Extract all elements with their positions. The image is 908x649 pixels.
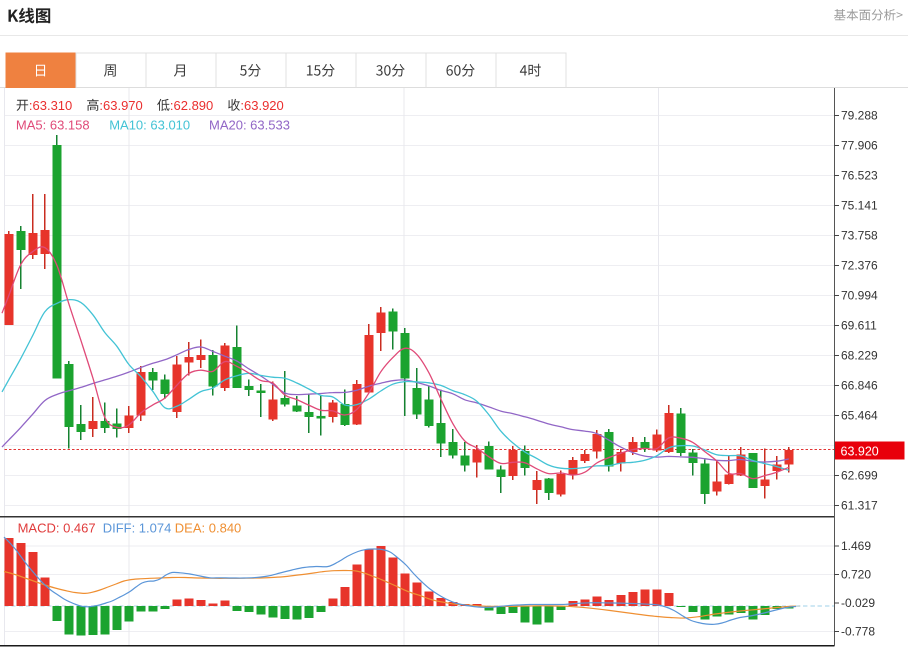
svg-text:73.758: 73.758 <box>841 229 878 243</box>
svg-text:MA10: 63.010: MA10: 63.010 <box>109 117 190 132</box>
svg-text:76.523: 76.523 <box>841 169 878 183</box>
svg-text:MACD: 0.467: MACD: 0.467 <box>18 521 96 536</box>
svg-text::63.970: :63.970 <box>99 98 142 113</box>
svg-text:MA5: 63.158: MA5: 63.158 <box>16 117 90 132</box>
svg-text:69.611: 69.611 <box>841 319 877 333</box>
svg-text:72.376: 72.376 <box>841 259 878 273</box>
svg-text:62.699: 62.699 <box>841 469 878 483</box>
svg-text:65.464: 65.464 <box>841 409 878 423</box>
svg-text:66.846: 66.846 <box>841 379 878 393</box>
svg-text:DEA: 0.840: DEA: 0.840 <box>175 521 242 536</box>
svg-text:-0.029: -0.029 <box>841 596 875 610</box>
svg-text:0.720: 0.720 <box>841 568 871 582</box>
svg-text:MA20: 63.533: MA20: 63.533 <box>209 117 290 132</box>
svg-text::62.890: :62.890 <box>170 98 213 113</box>
svg-text:70.994: 70.994 <box>841 289 878 303</box>
svg-text::63.920: :63.920 <box>240 98 283 113</box>
svg-text:77.906: 77.906 <box>841 139 878 153</box>
svg-text:61.317: 61.317 <box>841 499 878 513</box>
svg-text:63.920: 63.920 <box>841 444 879 458</box>
svg-text:79.288: 79.288 <box>841 109 878 123</box>
svg-text:-0.778: -0.778 <box>841 625 875 639</box>
svg-text:68.229: 68.229 <box>841 349 878 363</box>
svg-text:DIFF: 1.074: DIFF: 1.074 <box>103 521 172 536</box>
svg-text:75.141: 75.141 <box>841 199 878 213</box>
svg-text:1.469: 1.469 <box>841 539 871 553</box>
svg-text::63.310: :63.310 <box>29 98 72 113</box>
